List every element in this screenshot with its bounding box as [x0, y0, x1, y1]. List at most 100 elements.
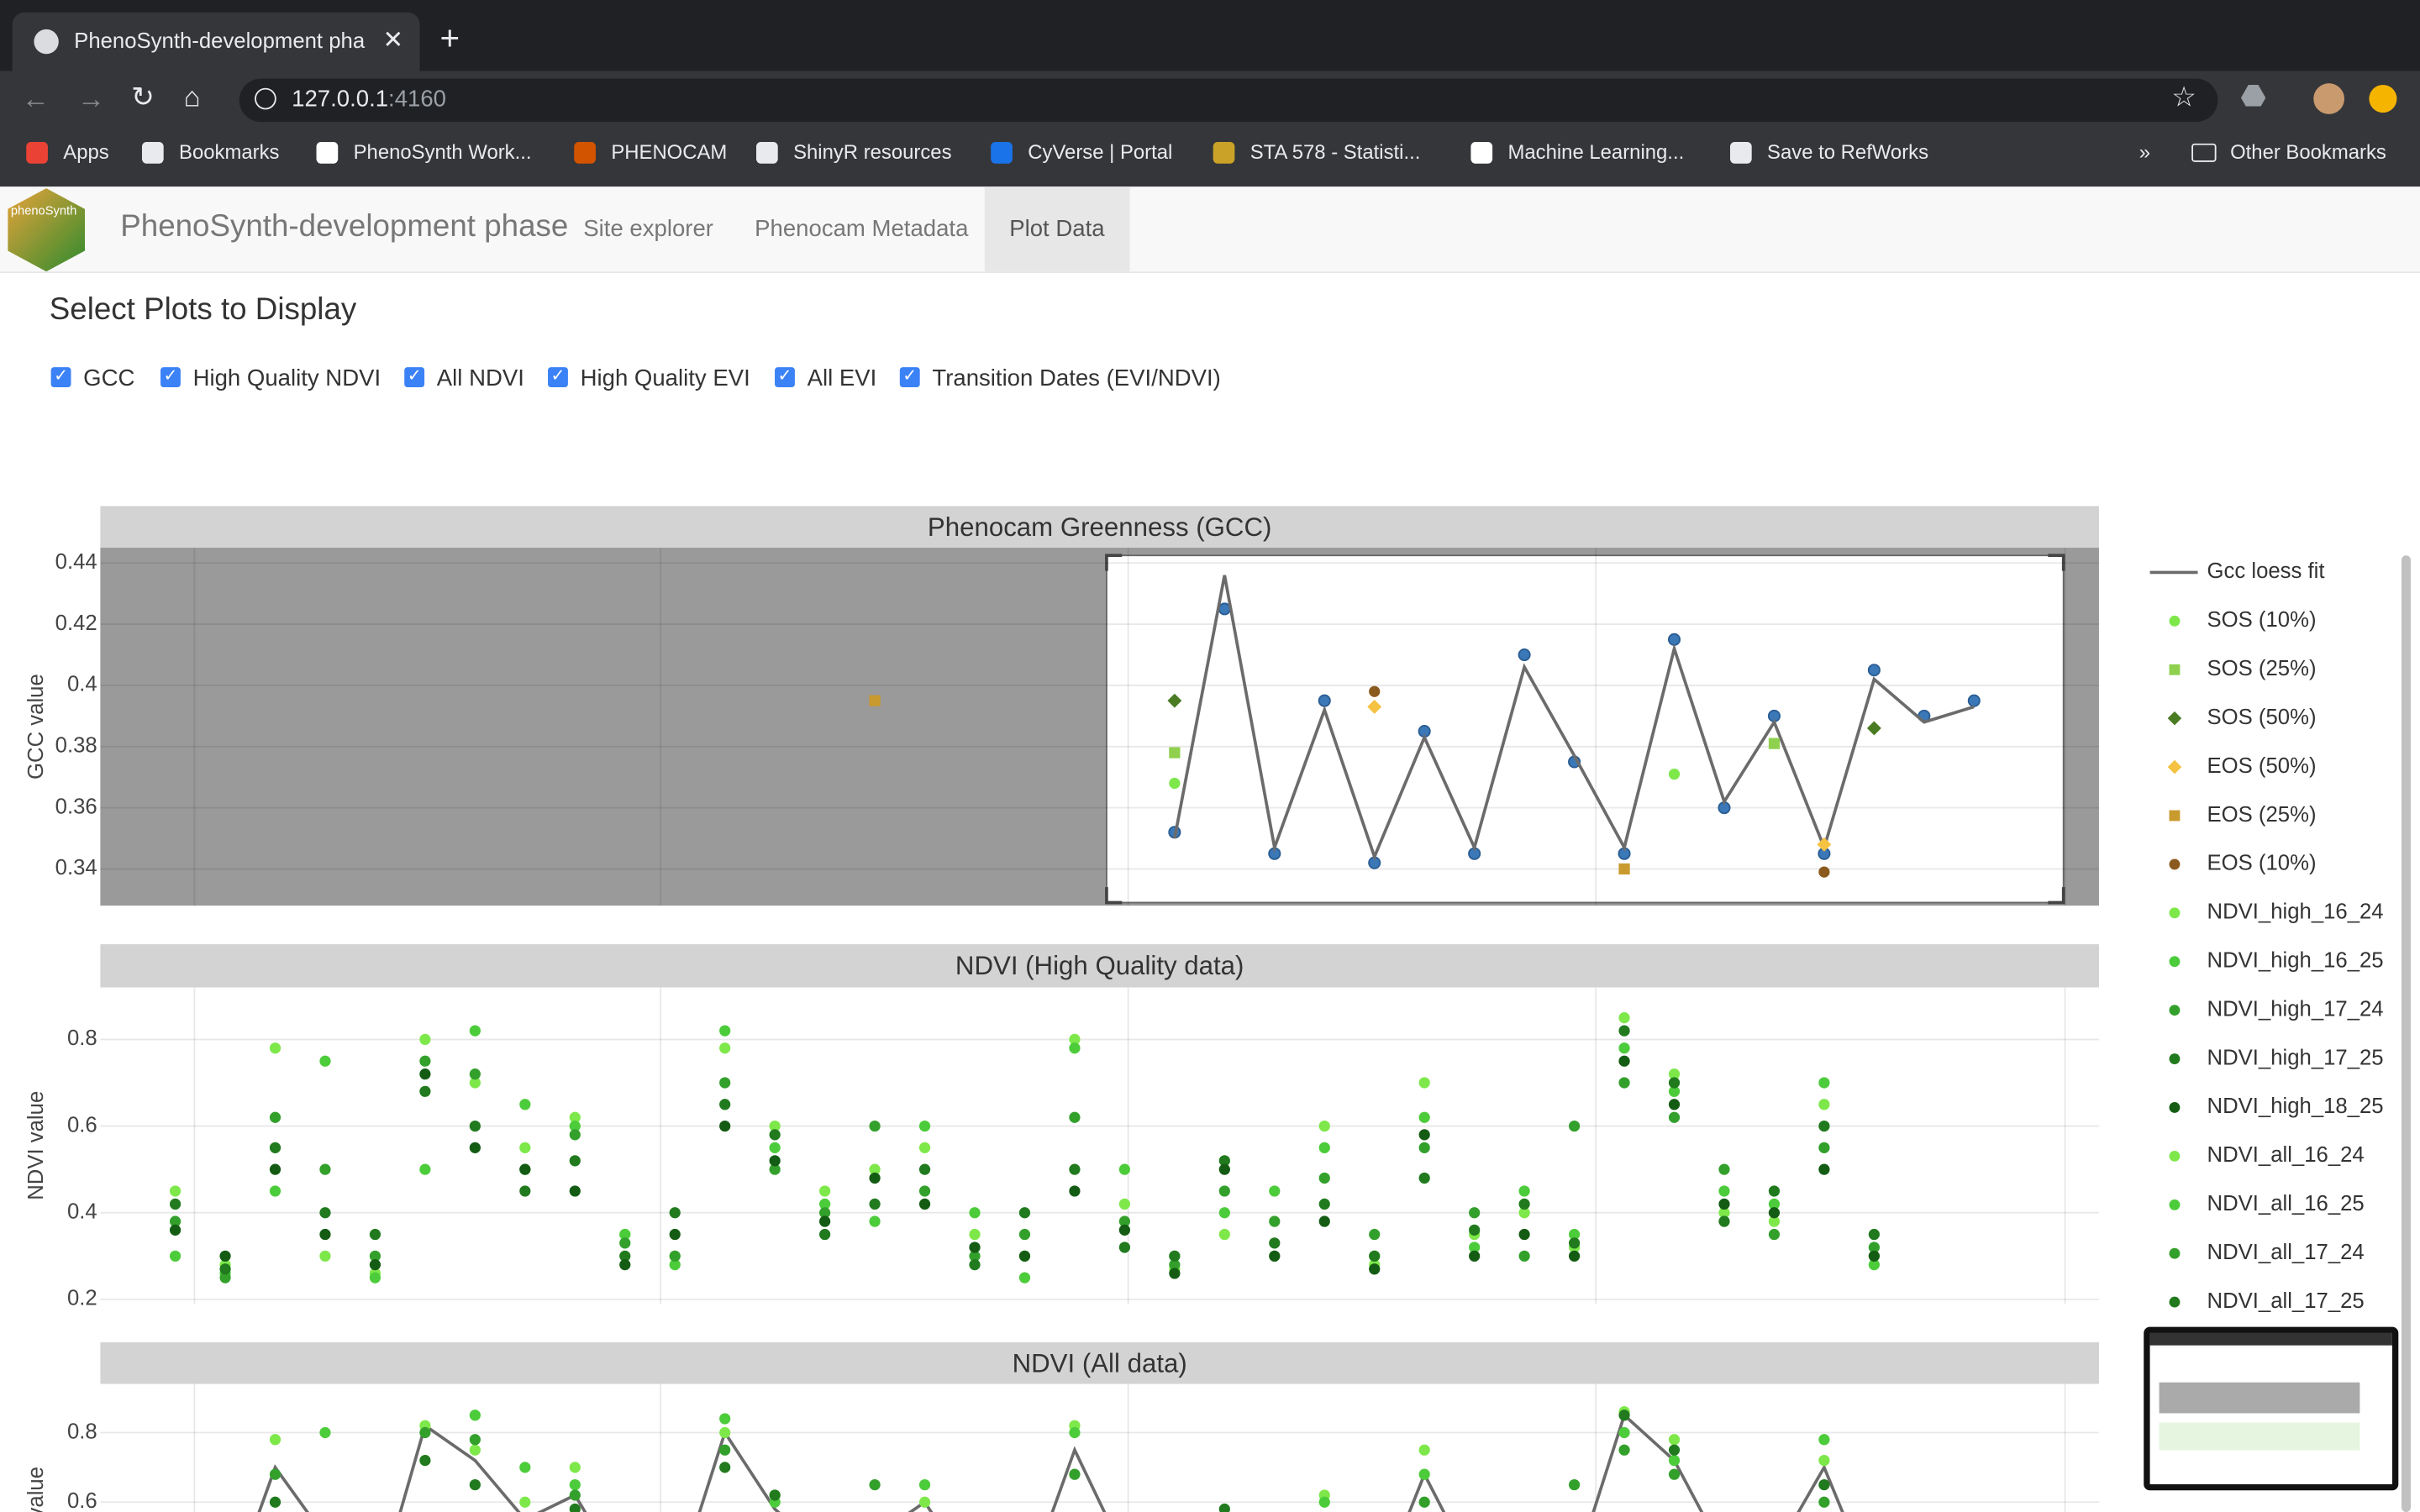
- data-point: [569, 1129, 581, 1141]
- checkbox-label[interactable]: All NDVI: [436, 365, 524, 392]
- legend-scrollbar[interactable]: [2401, 555, 2411, 1512]
- legend-entry[interactable]: NDVI_high_17_24: [2207, 997, 2384, 1021]
- legend-entry[interactable]: EOS (25%): [2207, 803, 2317, 827]
- data-point: [469, 1444, 481, 1456]
- data-point: [569, 1120, 581, 1132]
- legend-entry[interactable]: NDVI_high_16_25: [2207, 949, 2384, 973]
- nav-tab-active[interactable]: Plot Data: [984, 186, 1129, 272]
- bookmark[interactable]: STA 578 - Statisti...: [1249, 140, 1421, 164]
- legend-entry[interactable]: EOS (50%): [2207, 754, 2317, 778]
- screenshot-thumbnail[interactable]: [2144, 1326, 2399, 1491]
- checkbox[interactable]: ✓: [899, 367, 920, 388]
- data-point: [1818, 866, 1830, 878]
- data-point: [1418, 1468, 1430, 1480]
- data-point: [419, 1033, 431, 1046]
- bookmark[interactable]: PHENOCAM: [611, 140, 728, 164]
- data-point: [319, 1207, 331, 1219]
- legend-entry[interactable]: NDVI_all_17_25: [2207, 1289, 2365, 1313]
- data-point: [1618, 1055, 1630, 1067]
- update-icon[interactable]: [2369, 85, 2397, 113]
- legend-entry[interactable]: SOS (50%): [2207, 706, 2317, 729]
- data-point: [1618, 1025, 1630, 1037]
- browser-tab[interactable]: PhenoSynth-development pha ✕: [12, 12, 420, 71]
- y-tick-label: 0.44: [55, 550, 97, 574]
- selection-handle[interactable]: [2048, 554, 2065, 571]
- bookmark-icon: [756, 141, 778, 164]
- nav-tab[interactable]: Phenocam Metadata: [755, 216, 969, 243]
- legend-entry[interactable]: NDVI_high_17_25: [2207, 1046, 2384, 1069]
- data-point: [569, 1478, 581, 1491]
- data-point: [1818, 1163, 1830, 1175]
- data-point: [1618, 1042, 1630, 1054]
- data-point: [1469, 1224, 1481, 1236]
- selection-handle[interactable]: [1105, 554, 1123, 571]
- selection-handle[interactable]: [1105, 887, 1123, 905]
- profile-avatar[interactable]: [2313, 83, 2345, 114]
- checkbox[interactable]: ✓: [160, 367, 181, 388]
- data-point: [1318, 1215, 1330, 1227]
- new-tab-button[interactable]: +: [439, 18, 460, 57]
- tab-close[interactable]: ✕: [382, 28, 404, 55]
- data-point: [1069, 1042, 1081, 1054]
- checkbox[interactable]: ✓: [404, 367, 425, 388]
- bookmarks-overflow[interactable]: »: [2139, 140, 2151, 164]
- data-point: [1818, 1434, 1830, 1446]
- data-point: [469, 1025, 481, 1037]
- data-point: [1768, 1207, 1781, 1219]
- legend-entry[interactable]: SOS (25%): [2207, 657, 2317, 680]
- line-series: [257, 1412, 1844, 1512]
- bookmark[interactable]: Machine Learning...: [1507, 140, 1685, 164]
- legend-entry[interactable]: Gcc loess fit: [2207, 559, 2325, 583]
- bookmark-icon: [26, 141, 48, 164]
- checkbox-label[interactable]: All EVI: [807, 365, 877, 392]
- data-point: [169, 1185, 182, 1197]
- bookmark[interactable]: ShinyR resources: [793, 140, 952, 164]
- legend-entry[interactable]: EOS (10%): [2207, 852, 2317, 875]
- checkbox[interactable]: ✓: [50, 367, 71, 388]
- legend-entry[interactable]: NDVI_high_16_24: [2207, 900, 2384, 924]
- legend-entry[interactable]: NDVI_high_18_25: [2207, 1095, 2384, 1118]
- legend-entry[interactable]: NDVI_all_16_25: [2207, 1192, 2365, 1215]
- data-point: [519, 1142, 531, 1153]
- other-bookmarks[interactable]: Other Bookmarks: [2230, 140, 2386, 164]
- reload-button[interactable]: ↻: [131, 81, 155, 113]
- checkbox-label[interactable]: Transition Dates (EVI/NDVI): [932, 365, 1221, 392]
- y-tick-label: 0.8: [67, 1420, 97, 1443]
- selection-handle[interactable]: [2048, 887, 2065, 905]
- data-point: [719, 1120, 731, 1132]
- bookmark[interactable]: Apps: [63, 140, 109, 164]
- nav-tab[interactable]: Site explorer: [583, 216, 713, 243]
- checkbox[interactable]: ✓: [548, 367, 568, 388]
- forward-button[interactable]: →: [76, 83, 105, 114]
- legend-entry[interactable]: NDVI_all_16_24: [2207, 1143, 2365, 1167]
- data-point: [569, 1462, 581, 1473]
- data-point: [369, 1250, 381, 1262]
- data-point: [969, 1228, 981, 1241]
- plot-background: [100, 987, 2099, 1305]
- data-point: [769, 1163, 781, 1175]
- address-bar[interactable]: 127.0.0.1:4160 ☆: [239, 78, 2218, 123]
- data-point: [1018, 1250, 1031, 1262]
- checkbox-label[interactable]: High Quality EVI: [580, 365, 750, 392]
- data-point: [819, 1228, 831, 1241]
- bookmark[interactable]: Bookmarks: [179, 140, 280, 164]
- checkbox-label[interactable]: High Quality NDVI: [192, 365, 381, 392]
- checkbox-label[interactable]: GCC: [83, 365, 135, 392]
- legend-entry[interactable]: NDVI_all_17_24: [2207, 1241, 2365, 1264]
- home-button[interactable]: ⌂: [183, 81, 201, 113]
- back-button[interactable]: ←: [21, 83, 50, 114]
- bookmark[interactable]: CyVerse | Portal: [1028, 140, 1173, 164]
- bookmark-icon: [141, 141, 164, 164]
- chart-title: NDVI (All data): [1013, 1349, 1187, 1378]
- app-brand[interactable]: PhenoSynth-development phase: [120, 209, 569, 244]
- bookmark[interactable]: PhenoSynth Work...: [353, 140, 532, 164]
- legend-entry[interactable]: SOS (10%): [2207, 608, 2317, 632]
- bookmark[interactable]: Save to RefWorks: [1767, 140, 1929, 164]
- y-axis-title: NDVI value: [24, 1467, 48, 1512]
- star-button[interactable]: ☆: [2171, 81, 2196, 113]
- checkbox[interactable]: ✓: [775, 367, 795, 388]
- data-point: [1069, 1033, 1081, 1046]
- range-selection[interactable]: [1106, 554, 2065, 904]
- data-point: [1568, 1478, 1581, 1491]
